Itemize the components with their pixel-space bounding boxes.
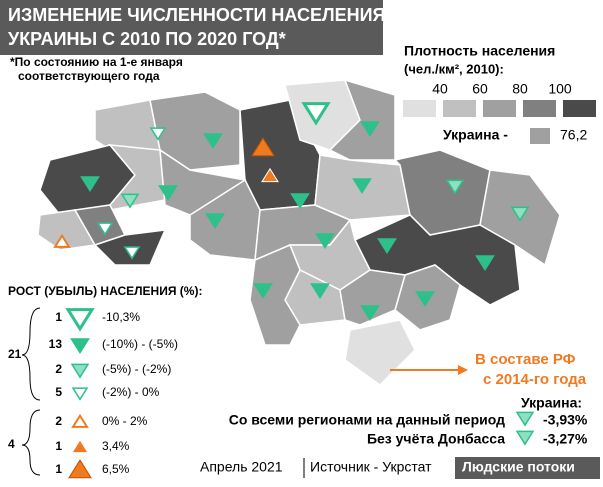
- footer-source: Источник - Укрстат: [310, 459, 432, 475]
- row-count: 2: [55, 414, 62, 428]
- row-label: (-10%) - (-5%): [102, 337, 178, 351]
- row-count: 1: [55, 439, 62, 453]
- density-tick: 40: [432, 81, 448, 97]
- summary-value: -3,93%: [543, 412, 588, 428]
- marker: [80, 176, 100, 193]
- marker: [123, 246, 141, 260]
- swatch: [523, 100, 556, 117]
- marker: [149, 127, 167, 141]
- marker: [360, 305, 380, 322]
- markers: [53, 102, 530, 322]
- ukraine-label: Украина -: [443, 127, 508, 143]
- density-tick: 100: [548, 81, 572, 97]
- density-tick: 60: [472, 81, 488, 97]
- marker: [71, 413, 89, 428]
- title: ИЗМЕНЕНИЕ ЧИСЛЕННОСТИ НАСЕЛЕНИЯ ОБЛАСТЕЙ: [8, 4, 491, 25]
- summary-value: -3,27%: [543, 431, 588, 447]
- row-label: 3,4%: [102, 439, 130, 453]
- footer-brand: Людские потоки: [462, 459, 575, 475]
- marker: [515, 411, 535, 427]
- density-unit: (чел./км², 2010):: [404, 61, 504, 76]
- marker: [310, 283, 330, 300]
- title: УКРАИНЫ С 2010 ПО 2020 ГОД*: [8, 29, 286, 49]
- brace: [21, 307, 41, 401]
- marker: [96, 222, 114, 236]
- crimea-note: В составе РФ: [475, 351, 576, 368]
- swatch: [403, 100, 436, 117]
- marker: [53, 233, 71, 248]
- marker: [352, 178, 372, 195]
- marker: [315, 233, 335, 250]
- marker: [65, 308, 95, 332]
- arrow-head: [458, 365, 468, 375]
- region: [37, 209, 97, 251]
- note: *По состоянию на 1-е января: [10, 55, 183, 69]
- marker: [510, 206, 530, 222]
- row-label: -10,3%: [102, 310, 140, 324]
- note: соответствующего года: [18, 69, 160, 83]
- region: [249, 244, 301, 346]
- group-total: 21: [8, 347, 22, 361]
- row-count: 13: [49, 337, 63, 351]
- brace: [21, 409, 41, 476]
- ukraine-value: 76,2: [560, 127, 587, 143]
- marker: [415, 291, 435, 308]
- footer-date: Апрель 2021: [200, 459, 283, 475]
- brand-bg: [455, 457, 600, 479]
- region: [344, 319, 416, 386]
- marker: [70, 338, 90, 355]
- marker: [158, 185, 178, 202]
- marker: [360, 121, 380, 138]
- marker: [515, 430, 535, 446]
- group-total: 4: [8, 437, 15, 451]
- title-bg: [0, 0, 383, 55]
- marker: [71, 438, 89, 454]
- summary-label: Без учёта Донбасса: [367, 431, 505, 447]
- growth-title: РОСТ (УБЫЛЬ) НАСЕЛЕНИЯ (%):: [8, 284, 202, 298]
- marker: [475, 255, 495, 272]
- row-count: 1: [55, 310, 62, 324]
- marker: [301, 102, 331, 126]
- summary-title: Украина:: [521, 395, 582, 411]
- density-title: Плотность населения: [404, 43, 555, 59]
- row-label: (-5%) - (-2%): [102, 362, 171, 376]
- row-label: 6,5%: [102, 462, 130, 476]
- marker: [203, 133, 223, 150]
- marker: [68, 459, 92, 479]
- row-count: 2: [55, 362, 62, 376]
- marker: [290, 193, 310, 210]
- swatch: [563, 100, 596, 117]
- row-label: 0% - 2%: [102, 414, 148, 428]
- marker: [71, 387, 89, 401]
- swatch: [530, 128, 550, 144]
- marker: [261, 167, 279, 183]
- marker: [251, 137, 275, 157]
- marker: [120, 193, 140, 209]
- marker: [377, 238, 397, 255]
- row-count: 1: [55, 462, 62, 476]
- swatch: [443, 100, 476, 117]
- density-tick: 80: [512, 81, 528, 97]
- summary-label: Со всеми регионами на данный период: [229, 412, 505, 428]
- swatch: [483, 100, 516, 117]
- row-count: 5: [55, 385, 62, 399]
- row-label: (-2%) - 0%: [102, 385, 160, 399]
- region: [339, 269, 406, 326]
- marker: [205, 213, 225, 230]
- crimea-note: с 2014-го года: [483, 371, 587, 388]
- marker: [445, 179, 465, 195]
- marker: [253, 283, 273, 300]
- marker: [70, 363, 90, 379]
